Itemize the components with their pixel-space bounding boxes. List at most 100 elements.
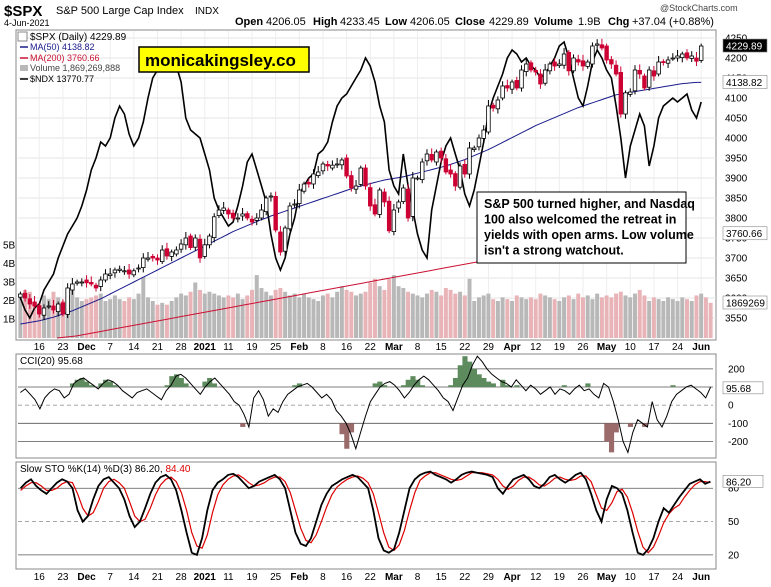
x-tick-label: Dec — [77, 572, 96, 583]
candle-body — [571, 57, 576, 72]
volume-bar — [557, 301, 562, 338]
volume-bar — [656, 299, 661, 338]
volume-bar — [98, 293, 103, 338]
volume-value: 1.9B — [578, 16, 601, 28]
annotation-box — [476, 191, 687, 264]
cci-fill-below — [240, 423, 246, 427]
cci-fill-above — [476, 374, 482, 388]
candle-body — [500, 85, 505, 99]
cci-label: CCI(20) 95.68 — [20, 356, 83, 367]
candle-body — [226, 209, 231, 215]
sto-label-main: Slow STO %K(14) %D(3) 86.20, — [20, 464, 165, 475]
x-tick-label: 12 — [530, 342, 542, 353]
candle-body — [472, 147, 477, 150]
volume-bar — [320, 295, 325, 338]
volume-bar — [335, 291, 340, 338]
x-tick-label: Dec — [77, 342, 96, 353]
candle-body — [344, 157, 349, 177]
cci-fill-above — [481, 377, 487, 388]
x-tick-label: 15 — [436, 342, 448, 353]
x-tick-label: 21 — [152, 572, 164, 583]
candle-body — [22, 292, 28, 299]
volume-bar — [202, 293, 207, 338]
volume-bar — [637, 289, 642, 338]
cci-fill-above — [452, 377, 459, 388]
annotation-line: S&P 500 turned higher, and Nasdaq — [484, 197, 695, 211]
candle-body — [46, 305, 51, 308]
volume-bar — [467, 278, 472, 338]
candle-body — [434, 151, 439, 163]
candle-body — [665, 59, 671, 64]
candle-body — [689, 55, 694, 59]
volume-bar — [476, 297, 481, 338]
cci-fill-above — [448, 385, 454, 388]
candle-body — [519, 69, 524, 89]
volume-bar — [207, 291, 212, 338]
candle-body — [509, 81, 515, 90]
last-value-tag — [722, 295, 768, 310]
price-tick-label: 3650 — [725, 274, 748, 285]
volume-bar — [666, 297, 671, 338]
price-tick-label: 3900 — [725, 174, 748, 185]
volume-bar — [424, 293, 429, 338]
candle-body — [353, 185, 359, 190]
candles — [18, 38, 704, 320]
candle-body — [164, 248, 170, 257]
volume-bar — [221, 297, 226, 338]
candle-body — [561, 53, 567, 66]
candle-body — [396, 201, 401, 209]
volume-bar — [462, 295, 467, 338]
x-tick-label: 19 — [246, 572, 258, 583]
candle-body — [273, 195, 278, 231]
volume-bar — [250, 289, 255, 338]
sto-d-line — [20, 472, 711, 554]
x-tick-label: 16 — [34, 342, 46, 353]
price-tick-label: 4200 — [725, 54, 748, 65]
candle-body — [542, 69, 548, 84]
candle-body — [590, 45, 595, 65]
volume-bar — [146, 297, 151, 338]
volume-bar — [283, 291, 288, 338]
x-tick-label: 23 — [57, 572, 69, 583]
x-tick-label: 14 — [128, 342, 140, 353]
volume-axis: 1B 2B 3B 4B 5B — [3, 241, 16, 326]
cci-fill-above — [211, 383, 217, 388]
volume-bar — [103, 301, 108, 338]
chg-label: Chg — [608, 16, 629, 28]
candle-body — [628, 91, 633, 95]
candle-body — [126, 269, 132, 275]
x-tick-label: Feb — [290, 572, 308, 583]
ndx-polyline — [19, 40, 702, 320]
volume-bar — [439, 295, 444, 338]
high-value: 4233.45 — [340, 16, 380, 28]
candle-body — [330, 164, 335, 169]
candle-body — [306, 181, 311, 185]
candle-body — [145, 257, 151, 260]
price-tick-label: 3550 — [725, 314, 748, 325]
x-tick-label: 29 — [483, 342, 495, 353]
volume-bar — [566, 295, 571, 338]
volume-bar — [670, 299, 675, 338]
volume-bar — [571, 299, 576, 338]
candle-body — [282, 227, 288, 252]
candle-body — [334, 163, 340, 166]
volume-bar — [292, 293, 297, 338]
volume-bar — [685, 299, 689, 338]
candle-body — [698, 45, 704, 61]
candle-body — [377, 189, 382, 215]
volume-bar — [580, 297, 585, 338]
low-label: Low — [385, 16, 407, 28]
candle-body — [278, 231, 283, 253]
candle-body — [197, 238, 203, 259]
cci-fill-below — [348, 423, 355, 433]
x-tick-label: 8 — [320, 572, 326, 583]
volume-bar — [410, 293, 415, 338]
candle-body — [55, 303, 61, 312]
candle-body — [594, 43, 600, 46]
volume-bar — [562, 297, 567, 338]
candle-body — [230, 212, 236, 219]
volume-bar — [472, 301, 477, 338]
main-panel-frame — [15, 29, 717, 341]
candle-body — [429, 153, 434, 161]
